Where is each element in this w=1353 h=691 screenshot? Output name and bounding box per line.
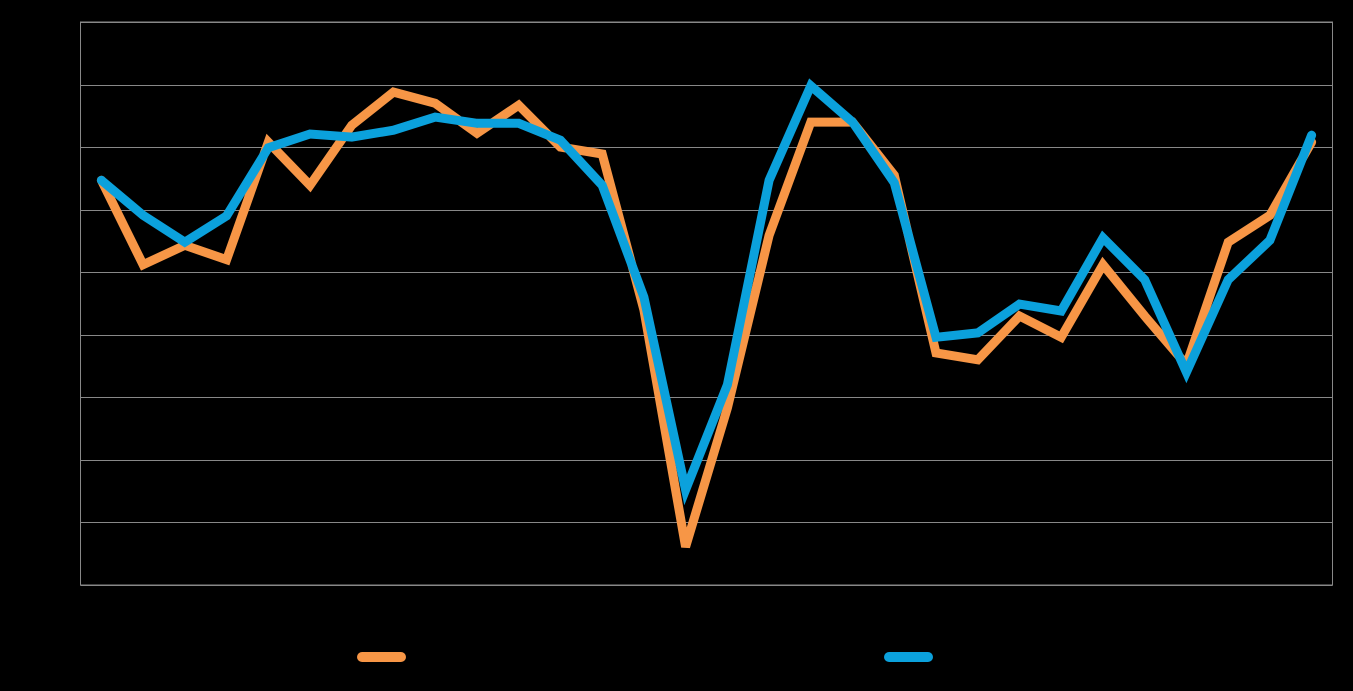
data-line [96, 78, 1317, 506]
data-line [96, 87, 1317, 549]
